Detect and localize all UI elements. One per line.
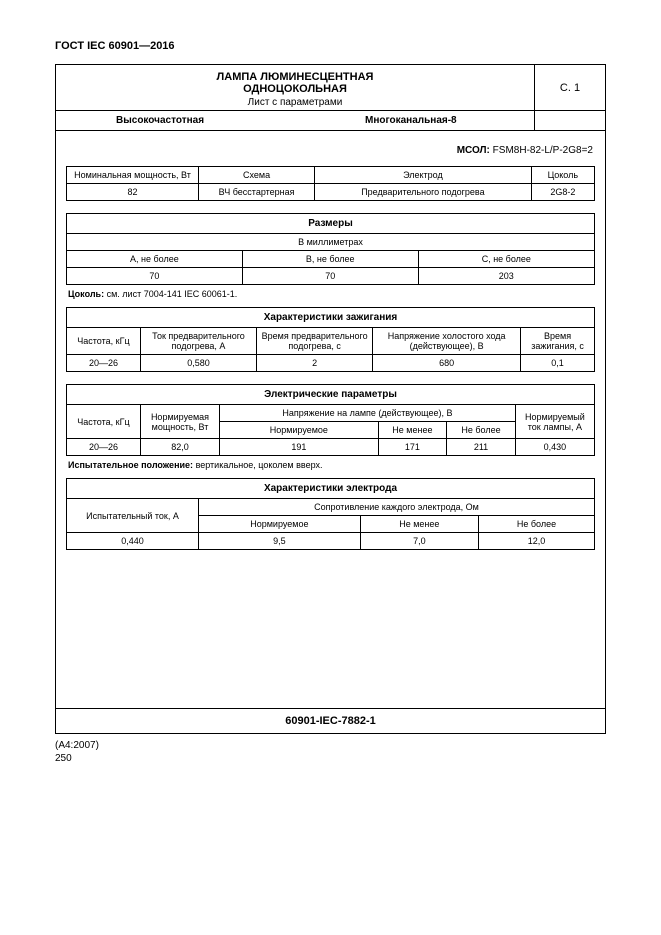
electrical-table: Электрические параметры Частота, кГц Нор… bbox=[66, 384, 595, 456]
msol-line: МСОЛ: FSM8H-82-L/P-2G8=2 bbox=[68, 145, 593, 156]
col-header: Электрод bbox=[315, 167, 531, 184]
cap-note-text: см. лист 7004-141 IEC 60061-1. bbox=[107, 289, 238, 299]
header-page-marker: С. 1 bbox=[535, 65, 605, 110]
table-row: Частота, кГц Ток предварительного подогр… bbox=[67, 328, 595, 355]
blank-area bbox=[66, 554, 595, 704]
cell: 0,430 bbox=[515, 439, 594, 456]
section-title: Характеристики зажигания bbox=[67, 308, 595, 328]
section-title: Размеры bbox=[67, 214, 595, 234]
main-params-table: Номинальная мощность, Вт Схема Электрод … bbox=[66, 166, 595, 201]
cell: 7,0 bbox=[360, 533, 478, 550]
col-header: Номинальная мощность, Вт bbox=[67, 167, 199, 184]
ignition-table: Характеристики зажигания Частота, кГц То… bbox=[66, 307, 595, 372]
cell: 2 bbox=[257, 355, 373, 372]
cell: 70 bbox=[67, 268, 243, 285]
col-header: Нормируемый ток лампы, А bbox=[515, 405, 594, 439]
col-header: Не более bbox=[478, 516, 594, 533]
position-note-text: вертикальное, цоколем вверх. bbox=[196, 460, 323, 470]
col-header: Не менее bbox=[378, 422, 447, 439]
title-line2: ОДНОЦОКОЛЬНАЯ bbox=[60, 83, 530, 95]
table-row: A, не более B, не более C, не более bbox=[67, 251, 595, 268]
col-header: Ток предварительного подогрева, А bbox=[140, 328, 256, 355]
cell: 680 bbox=[373, 355, 521, 372]
sheet-frame: ЛАМПА ЛЮМИНЕСЦЕНТНАЯ ОДНОЦОКОЛЬНАЯ Лист … bbox=[55, 64, 606, 734]
col-header: B, не более bbox=[242, 251, 418, 268]
col-header: Схема bbox=[199, 167, 315, 184]
col-header: Цоколь bbox=[531, 167, 594, 184]
col-header: Нормируемое bbox=[199, 516, 361, 533]
table-row: 20—26 0,580 2 680 0,1 bbox=[67, 355, 595, 372]
title-line1: ЛАМПА ЛЮМИНЕСЦЕНТНАЯ bbox=[60, 71, 530, 83]
header-sub-left: Высокочастотная bbox=[56, 111, 285, 130]
unit-note: В миллиметрах bbox=[67, 234, 595, 251]
header-spacer bbox=[534, 111, 605, 130]
msol-value: FSM8H-82-L/P-2G8=2 bbox=[493, 145, 593, 156]
col-header: Частота, кГц bbox=[67, 328, 141, 355]
header-sub-right: Многоканальная-8 bbox=[285, 111, 534, 130]
col-header: Напряжение холостого хода (действующее),… bbox=[373, 328, 521, 355]
cap-note: Цоколь: см. лист 7004-141 IEC 60061-1. bbox=[68, 289, 593, 299]
msol-label: МСОЛ: bbox=[457, 145, 490, 156]
col-header: Испытательный ток, А bbox=[67, 499, 199, 533]
position-note-label: Испытательное положение: bbox=[68, 460, 193, 470]
title-subtitle: Лист с параметрами bbox=[60, 97, 530, 108]
col-header: Нормируемое bbox=[220, 422, 378, 439]
col-header: Сопротивление каждого электрода, Ом bbox=[199, 499, 595, 516]
cell: 0,1 bbox=[521, 355, 595, 372]
electrode-table: Характеристики электрода Испытательный т… bbox=[66, 478, 595, 550]
cap-note-label: Цоколь: bbox=[68, 289, 104, 299]
cell: 0,580 bbox=[140, 355, 256, 372]
table-row: Частота, кГц Нормируемая мощность, Вт На… bbox=[67, 405, 595, 422]
cell: Предварительного подогрева bbox=[315, 184, 531, 201]
dimensions-table: Размеры В миллиметрах A, не более B, не … bbox=[66, 213, 595, 285]
cell: 203 bbox=[418, 268, 594, 285]
table-row: 82 ВЧ бесстартерная Предварительного под… bbox=[67, 184, 595, 201]
col-header: C, не более bbox=[418, 251, 594, 268]
standard-id: ГОСТ IEC 60901—2016 bbox=[55, 40, 606, 52]
table-row: 0,440 9,5 7,0 12,0 bbox=[67, 533, 595, 550]
col-header: A, не более bbox=[67, 251, 243, 268]
col-header: Частота, кГц bbox=[67, 405, 141, 439]
position-note: Испытательное положение: вертикальное, ц… bbox=[68, 460, 593, 470]
col-header: Нормируемая мощность, Вт bbox=[140, 405, 219, 439]
col-header: Не менее bbox=[360, 516, 478, 533]
footer-code: 60901-IEC-7882-1 bbox=[56, 708, 605, 733]
cell: 20—26 bbox=[67, 355, 141, 372]
header-title: ЛАМПА ЛЮМИНЕСЦЕНТНАЯ ОДНОЦОКОЛЬНАЯ Лист … bbox=[56, 65, 535, 110]
section-title: Характеристики электрода bbox=[67, 479, 595, 499]
cell: 82,0 bbox=[140, 439, 219, 456]
section-title: Электрические параметры bbox=[67, 385, 595, 405]
cell: ВЧ бесстартерная bbox=[199, 184, 315, 201]
table-row: Испытательный ток, А Сопротивление каждо… bbox=[67, 499, 595, 516]
cell: 0,440 bbox=[67, 533, 199, 550]
amendment-ref: (A4:2007) bbox=[55, 740, 606, 751]
sheet-header: ЛАМПА ЛЮМИНЕСЦЕНТНАЯ ОДНОЦОКОЛЬНАЯ Лист … bbox=[56, 65, 605, 131]
col-header: Напряжение на лампе (действующее), В bbox=[220, 405, 516, 422]
cell: 191 bbox=[220, 439, 378, 456]
cell: 9,5 bbox=[199, 533, 361, 550]
cell: 70 bbox=[242, 268, 418, 285]
cell: 211 bbox=[447, 439, 516, 456]
cell: 2G8-2 bbox=[531, 184, 594, 201]
table-row: Номинальная мощность, Вт Схема Электрод … bbox=[67, 167, 595, 184]
cell: 171 bbox=[378, 439, 447, 456]
cell: 82 bbox=[67, 184, 199, 201]
col-header: Время зажигания, с bbox=[521, 328, 595, 355]
cell: 20—26 bbox=[67, 439, 141, 456]
table-row: 70 70 203 bbox=[67, 268, 595, 285]
cell: 12,0 bbox=[478, 533, 594, 550]
page-number: 250 bbox=[55, 753, 606, 764]
col-header: Не более bbox=[447, 422, 516, 439]
table-row: 20—26 82,0 191 171 211 0,430 bbox=[67, 439, 595, 456]
col-header: Время предварительного подогрева, с bbox=[257, 328, 373, 355]
